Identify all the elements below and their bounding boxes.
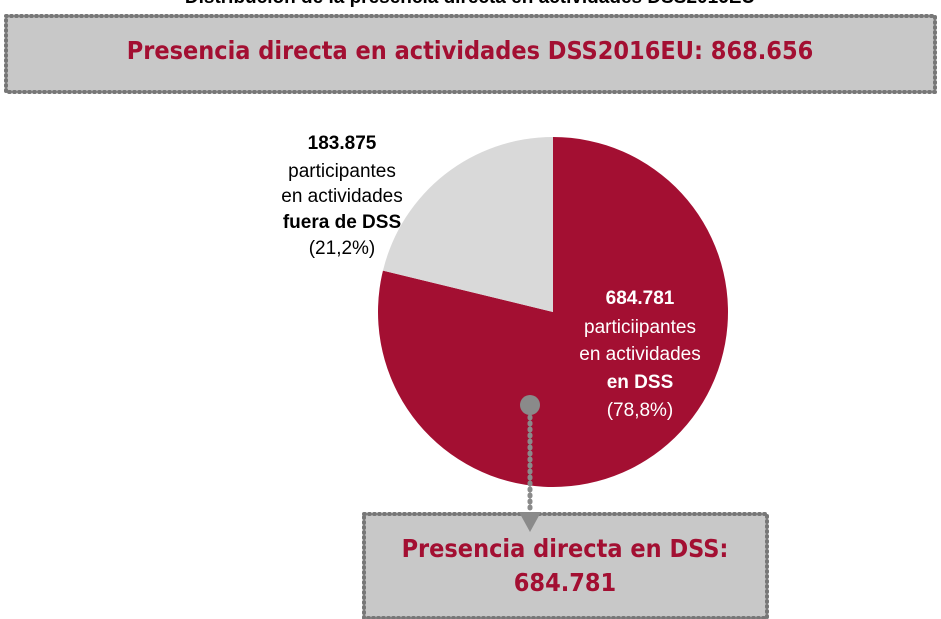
value-label: (78,8%) [607,400,674,421]
pie-slice [382,137,553,312]
description: participantes [288,161,396,182]
category-label: en DSS [607,372,674,393]
description: particiipantes [584,317,696,338]
callout-text: 684.781 [514,568,616,597]
count-label: 183.875 [308,133,377,154]
callout-dot [520,395,540,415]
description: en actividades [579,344,700,365]
headline: Presencia directa en actividades DSS2016… [127,36,814,65]
pie [377,137,728,487]
chart-title: Distribución de la presencia directa en … [185,0,755,8]
category-label: fuera de DSS [283,212,401,233]
callout-text: Presencia directa en DSS: [402,534,729,563]
callout-box [362,512,769,619]
callout-arrow [519,512,541,532]
description: en actividades [281,186,402,207]
headline-box [4,14,937,94]
count-label: 684.781 [606,288,675,309]
value-label: (21,2%) [309,238,376,259]
